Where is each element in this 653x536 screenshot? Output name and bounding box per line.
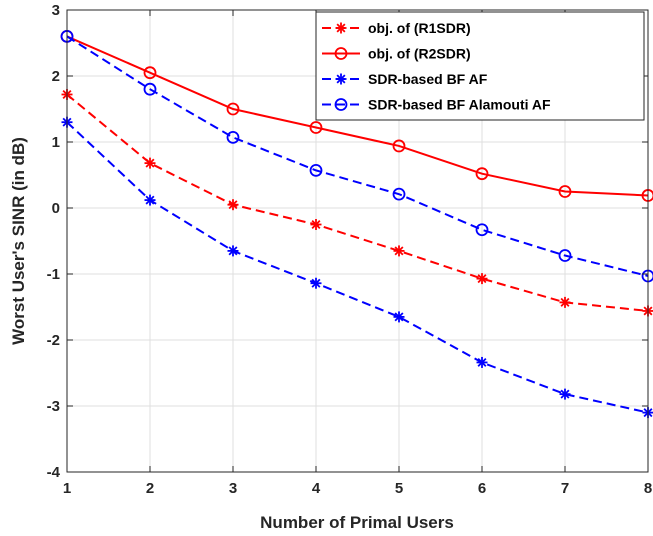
data-point xyxy=(476,356,488,368)
x-tick-label: 8 xyxy=(644,480,652,497)
legend-box xyxy=(315,11,645,121)
series-line xyxy=(66,93,649,312)
data-point xyxy=(558,185,572,198)
y-axis-label: Worst User's SINR (in dB) xyxy=(9,137,28,345)
y-tick-label: 0 xyxy=(52,200,60,217)
x-tick-label: 1 xyxy=(63,480,71,497)
y-tick-label: 1 xyxy=(52,134,60,151)
asterisk-stroke xyxy=(145,195,155,205)
asterisk-stroke xyxy=(228,200,238,210)
legend: obj. of (R1SDR) obj. of (R2SDR) SDR-based … xyxy=(315,11,645,121)
asterisk-stroke xyxy=(477,357,487,367)
data-point xyxy=(393,311,405,323)
data-point xyxy=(310,219,322,230)
data-point xyxy=(392,139,406,153)
data-point xyxy=(393,245,405,257)
legend-entry: SDR-based BF Alamouti AF xyxy=(322,97,551,113)
data-point xyxy=(143,82,157,96)
asterisk-stroke xyxy=(311,278,321,288)
plot-frame xyxy=(66,9,649,473)
data-point xyxy=(392,187,406,201)
ticks-layer: 1 2 3 4 5 6 7 8 -4 -3 -2 -1 0 1 2 3 xyxy=(47,2,653,497)
data-point xyxy=(227,245,239,257)
data-point xyxy=(143,66,157,80)
series-layer xyxy=(60,30,653,419)
data-point xyxy=(226,130,240,144)
asterisk-stroke xyxy=(560,297,570,307)
y-tick-label: 3 xyxy=(52,2,60,19)
asterisk-stroke xyxy=(311,220,321,229)
asterisk-stroke xyxy=(394,312,404,322)
data-point xyxy=(476,273,488,285)
series-4 xyxy=(60,30,653,283)
legend-label: obj. of (R1SDR) xyxy=(368,20,471,36)
legend-swatch-marker xyxy=(335,73,347,85)
legend-entry: obj. of (R2SDR) xyxy=(322,46,471,62)
data-point xyxy=(144,157,156,169)
legend-swatch-marker xyxy=(334,47,348,60)
legend-entry: obj. of (R1SDR) xyxy=(322,20,471,36)
data-point xyxy=(227,199,239,211)
x-tick-label: 3 xyxy=(229,480,237,497)
asterisk-stroke xyxy=(145,158,155,168)
x-tick-label: 7 xyxy=(561,480,569,497)
x-tick-label: 2 xyxy=(146,480,154,497)
x-tick-label: 6 xyxy=(478,480,486,497)
y-tick-label: -3 xyxy=(47,398,60,415)
data-point xyxy=(558,249,572,262)
data-point xyxy=(475,223,489,237)
asterisk-stroke xyxy=(560,389,570,399)
data-point xyxy=(559,388,571,400)
series-1 xyxy=(61,88,653,317)
x-tick-label: 4 xyxy=(312,480,321,497)
legend-label: SDR-based BF Alamouti AF xyxy=(368,97,551,113)
legend-label: SDR-based BF AF xyxy=(368,71,488,87)
asterisk-stroke xyxy=(336,74,346,84)
y-tick-label: -1 xyxy=(47,266,60,283)
asterisk-stroke xyxy=(336,23,346,33)
series-2 xyxy=(60,30,653,202)
x-axis-label: Number of Primal Users xyxy=(260,513,454,532)
x-tick-label: 5 xyxy=(395,480,403,497)
asterisk-stroke xyxy=(477,274,487,284)
y-tick-label: 2 xyxy=(52,68,60,85)
legend-entry: SDR-based BF AF xyxy=(322,71,488,87)
legend-swatch-marker xyxy=(335,22,347,34)
series-line xyxy=(66,121,649,414)
asterisk-stroke xyxy=(394,246,404,256)
data-point xyxy=(475,167,489,181)
asterisk-stroke xyxy=(228,246,238,256)
data-point xyxy=(559,296,571,308)
y-tick-label: -2 xyxy=(47,332,60,349)
data-point xyxy=(309,121,323,134)
legend-label: obj. of (R2SDR) xyxy=(368,46,471,62)
data-point xyxy=(144,194,156,206)
y-tick-label: -4 xyxy=(47,464,61,481)
series-line xyxy=(66,35,649,197)
data-point xyxy=(309,163,323,177)
legend-swatch-marker xyxy=(334,98,348,111)
data-point xyxy=(226,102,240,116)
series-line xyxy=(66,35,649,277)
data-point xyxy=(310,277,322,289)
